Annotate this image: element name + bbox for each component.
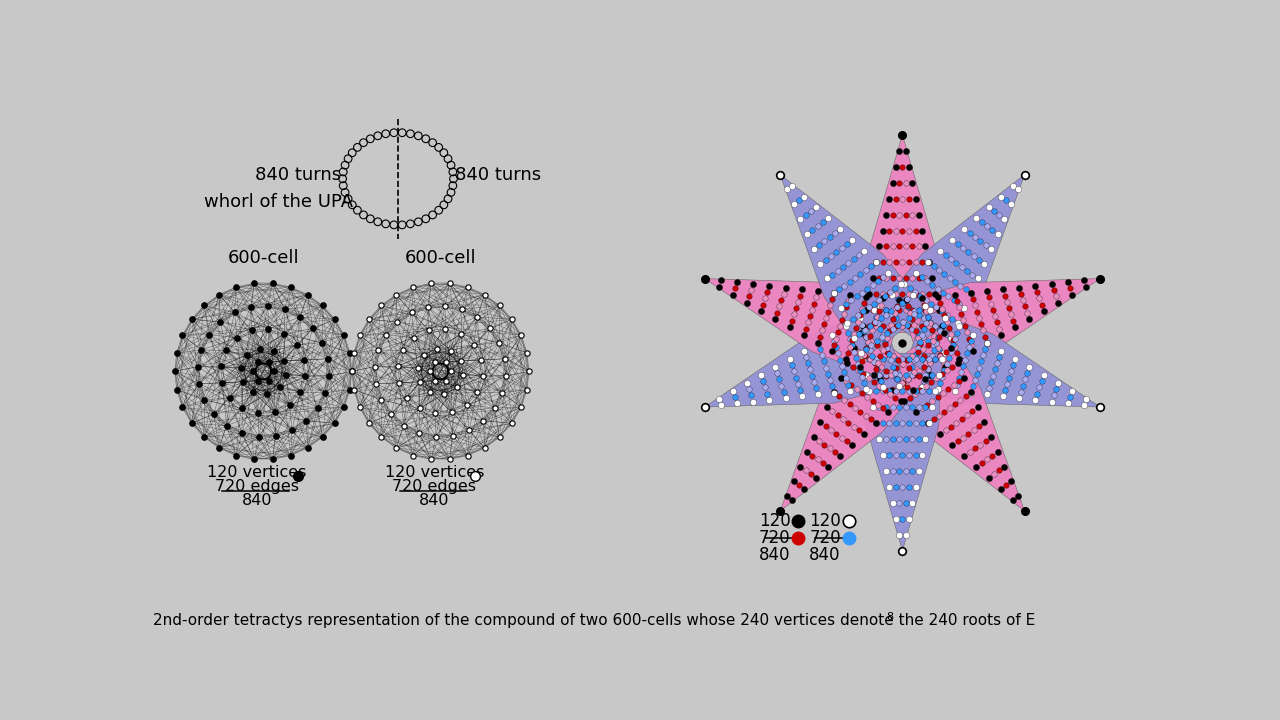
Polygon shape [877, 175, 1024, 358]
Text: 840: 840 [242, 493, 273, 508]
Polygon shape [877, 328, 1024, 511]
Text: 120: 120 [759, 513, 791, 531]
Polygon shape [781, 175, 928, 358]
Polygon shape [900, 308, 1100, 407]
Text: 720 edges: 720 edges [215, 480, 300, 495]
Text: 720: 720 [809, 529, 841, 547]
Text: 600-cell: 600-cell [404, 249, 476, 267]
Polygon shape [705, 279, 905, 377]
Text: 2nd-order tetractys representation of the compound of two 600-cells whose 240 ve: 2nd-order tetractys representation of th… [154, 613, 1036, 628]
Text: 840: 840 [809, 546, 841, 564]
Text: 120 vertices: 120 vertices [207, 465, 307, 480]
Polygon shape [863, 135, 942, 333]
Polygon shape [863, 354, 942, 551]
Text: 840: 840 [759, 546, 791, 564]
Polygon shape [900, 279, 1100, 377]
Text: 8: 8 [887, 612, 893, 622]
Polygon shape [705, 308, 905, 407]
Text: 600-cell: 600-cell [228, 249, 300, 267]
Text: 720: 720 [759, 529, 791, 547]
Text: 120: 120 [809, 513, 841, 531]
Text: 840 turns: 840 turns [255, 166, 340, 184]
Polygon shape [781, 328, 928, 511]
Text: 840: 840 [419, 493, 449, 508]
Text: whorl of the UPA: whorl of the UPA [204, 193, 353, 211]
Text: 120 vertices: 120 vertices [384, 465, 484, 480]
Text: 840 turns: 840 turns [456, 166, 541, 184]
Text: 720 edges: 720 edges [392, 480, 476, 495]
